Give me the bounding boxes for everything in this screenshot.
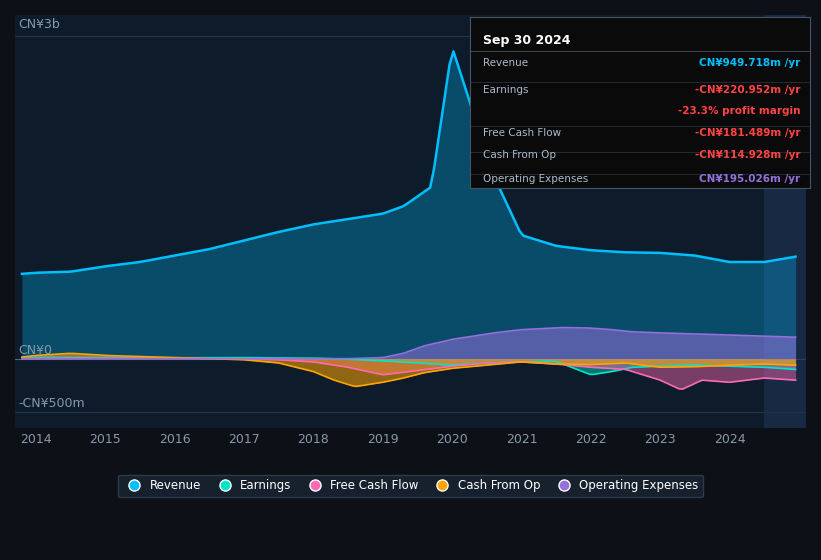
Text: -23.3% profit margin: -23.3% profit margin [677,106,800,115]
Bar [764,15,806,428]
Text: -CN¥220.952m /yr: -CN¥220.952m /yr [695,85,800,95]
Text: Operating Expenses: Operating Expenses [484,174,589,184]
Text: CN¥3b: CN¥3b [18,18,60,31]
Text: -CN¥181.489m /yr: -CN¥181.489m /yr [695,128,800,138]
Text: Free Cash Flow: Free Cash Flow [484,128,562,138]
Text: -CN¥500m: -CN¥500m [18,397,85,410]
Text: -CN¥114.928m /yr: -CN¥114.928m /yr [695,150,800,160]
Text: CN¥949.718m /yr: CN¥949.718m /yr [699,58,800,68]
Text: Earnings: Earnings [484,85,529,95]
Legend: Revenue, Earnings, Free Cash Flow, Cash From Op, Operating Expenses: Revenue, Earnings, Free Cash Flow, Cash … [118,474,703,497]
Text: CN¥0: CN¥0 [18,343,53,357]
Text: CN¥195.026m /yr: CN¥195.026m /yr [699,174,800,184]
Text: Revenue: Revenue [484,58,529,68]
Text: Sep 30 2024: Sep 30 2024 [484,34,571,47]
Text: Cash From Op: Cash From Op [484,150,557,160]
